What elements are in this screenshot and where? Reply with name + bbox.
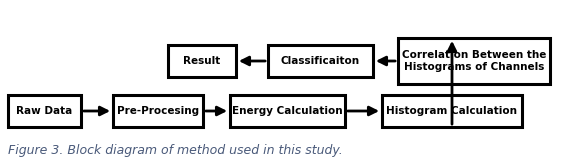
Text: Result: Result — [183, 56, 220, 66]
FancyBboxPatch shape — [8, 95, 81, 127]
Text: Classificaiton: Classificaiton — [281, 56, 360, 66]
Text: Pre-Procesing: Pre-Procesing — [117, 106, 199, 116]
Text: Correlation Between the
Histograms of Channels: Correlation Between the Histograms of Ch… — [402, 50, 546, 72]
FancyBboxPatch shape — [230, 95, 345, 127]
Text: Raw Data: Raw Data — [16, 106, 72, 116]
FancyBboxPatch shape — [168, 45, 236, 77]
Text: Figure 3. Block diagram of method used in this study.: Figure 3. Block diagram of method used i… — [8, 144, 343, 157]
FancyBboxPatch shape — [113, 95, 203, 127]
FancyBboxPatch shape — [398, 38, 550, 84]
FancyBboxPatch shape — [268, 45, 373, 77]
Text: Histogram Calculation: Histogram Calculation — [386, 106, 517, 116]
FancyBboxPatch shape — [382, 95, 522, 127]
Text: Energy Calculation: Energy Calculation — [232, 106, 343, 116]
